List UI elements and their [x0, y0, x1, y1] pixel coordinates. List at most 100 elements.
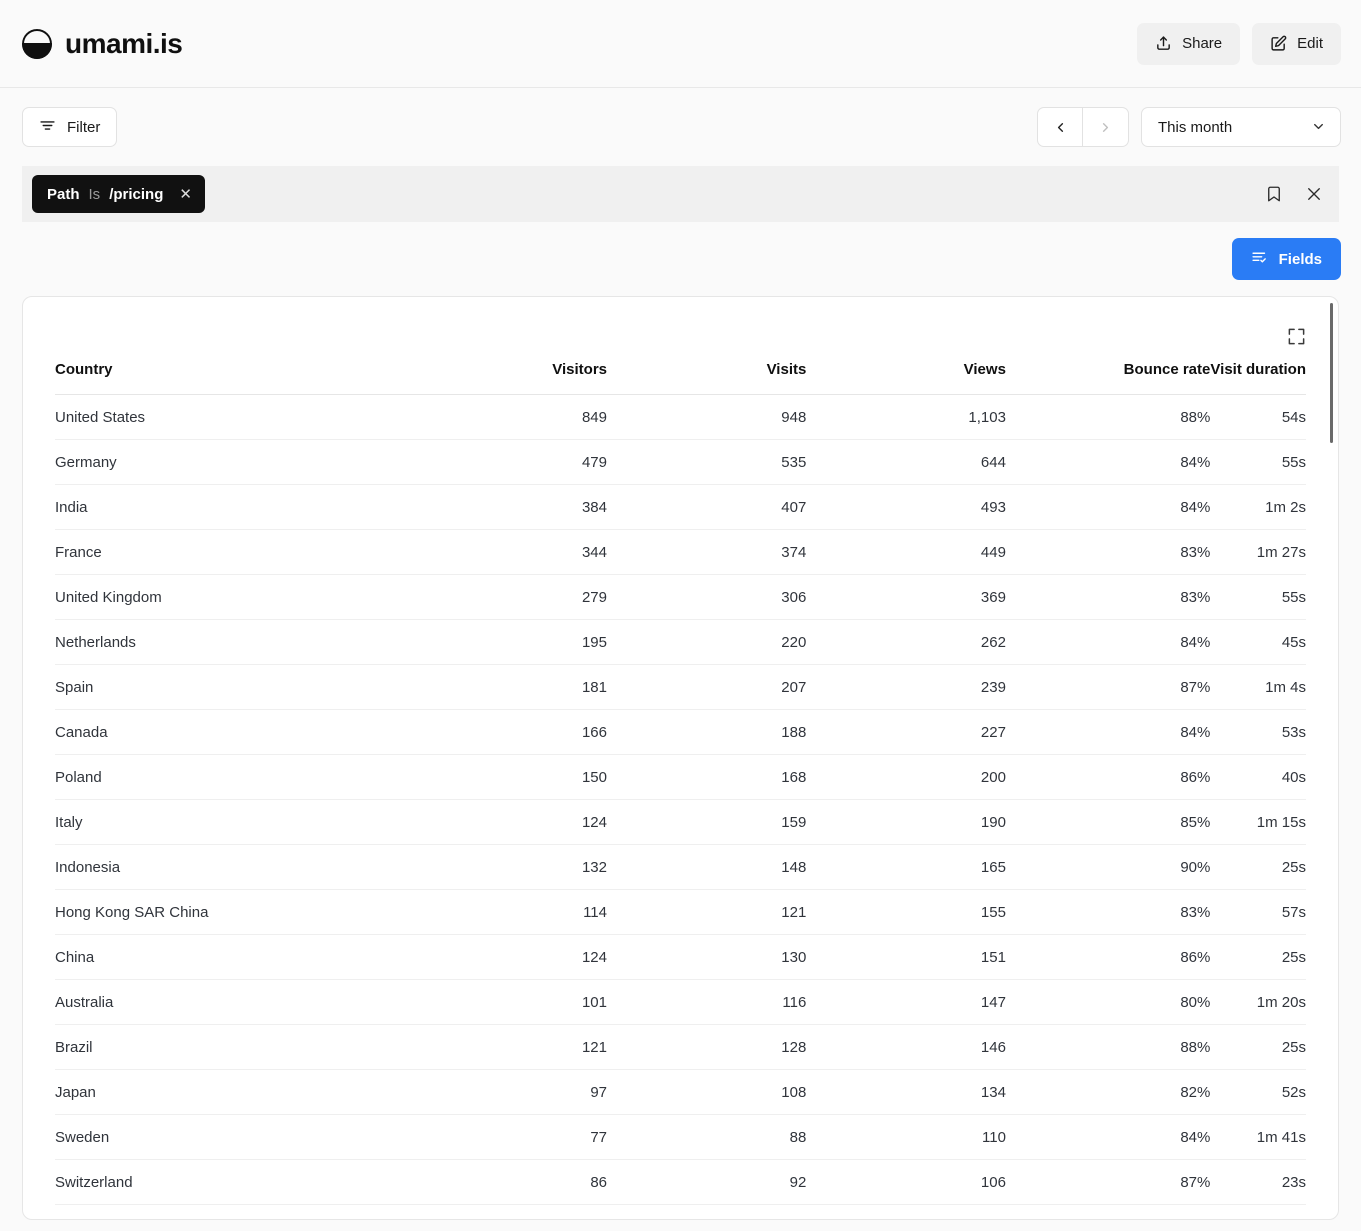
- column-header-visit-duration[interactable]: Visit duration: [1210, 361, 1306, 378]
- column-header-views[interactable]: Views: [963, 361, 1006, 378]
- table-row[interactable]: Australia 101 116 147 80% 1m 20s: [55, 979, 1306, 1025]
- toolbar: Filter This month: [0, 88, 1361, 166]
- table-cell-country: Australia: [55, 979, 407, 1025]
- table-cell-visit-duration: 55s: [1210, 439, 1306, 485]
- table-cell-visit-duration: 53s: [1210, 709, 1306, 755]
- table-cell-bounce-rate: 84%: [1005, 709, 1211, 755]
- table-cell-country: United States: [55, 394, 407, 440]
- table-cell-visitors: 344: [406, 529, 607, 575]
- table-cell-visits: 116: [607, 979, 807, 1025]
- table-cell-bounce-rate: 84%: [1005, 439, 1211, 485]
- table-cell-views: 155: [806, 889, 1006, 935]
- date-range-select[interactable]: This month: [1141, 107, 1341, 147]
- table-row[interactable]: Germany 479 535 644 84% 55s: [55, 439, 1306, 485]
- table-row[interactable]: Sweden 77 88 110 84% 1m 41s: [55, 1114, 1306, 1160]
- table-row[interactable]: Indonesia 132 148 165 90% 25s: [55, 844, 1306, 890]
- table-cell-visitors: 195: [406, 619, 607, 665]
- umami-circle-logo-icon: [22, 28, 52, 59]
- edit-button-label: Edit: [1297, 35, 1323, 52]
- bookmark-icon[interactable]: [1265, 185, 1283, 203]
- table-cell-visits: 148: [607, 844, 807, 890]
- table-row[interactable]: Spain 181 207 239 87% 1m 4s: [55, 664, 1306, 710]
- column-header-visits[interactable]: Visits: [766, 361, 807, 378]
- table-cell-views: 190: [806, 799, 1006, 845]
- table-cell-country: Singapore: [55, 1204, 407, 1219]
- prev-period-button[interactable]: [1037, 107, 1083, 147]
- table-cell-visitors: 849: [406, 394, 607, 440]
- close-filters-icon[interactable]: [1305, 185, 1323, 203]
- date-nav-group: [1037, 107, 1129, 147]
- table-cell-visits: 130: [607, 934, 807, 980]
- column-header-visitors[interactable]: Visitors: [552, 361, 607, 378]
- column-header-bounce-rate[interactable]: Bounce rate: [1123, 361, 1211, 378]
- pencil-square-icon: [1270, 35, 1287, 52]
- table-body: United States 849 948 1,103 88% 54s Germany 479…: [55, 394, 1306, 1219]
- table-cell-views: 239: [806, 664, 1006, 710]
- filter-chip[interactable]: Path Is /pricing ✕: [32, 175, 205, 213]
- share-button[interactable]: Share: [1137, 22, 1241, 65]
- brand: umami.is: [22, 28, 183, 60]
- filter-button[interactable]: Filter: [22, 107, 118, 147]
- column-header-country[interactable]: Country: [55, 361, 113, 378]
- table-cell-views: 200: [806, 754, 1006, 800]
- table-cell-visits: 85: [607, 1204, 807, 1219]
- table-scrollbar[interactable]: [1330, 303, 1333, 443]
- table-cell-visitors: 71: [406, 1204, 607, 1219]
- table-row[interactable]: Canada 166 188 227 84% 53s: [55, 709, 1306, 755]
- table-cell-country: Poland: [55, 754, 407, 800]
- table-row[interactable]: Singapore718510084%52s: [55, 1204, 1306, 1219]
- table-cell-visit-duration: 52s: [1210, 1204, 1306, 1219]
- table-cell-views: 146: [806, 1024, 1006, 1070]
- edit-button[interactable]: Edit: [1252, 22, 1341, 65]
- table-cell-bounce-rate: 88%: [1005, 394, 1211, 440]
- table-cell-visits: 374: [607, 529, 807, 575]
- table-cell-views: 449: [806, 529, 1006, 575]
- table-row[interactable]: China 124 130 151 86% 25s: [55, 934, 1306, 980]
- table-cell-visits: 948: [607, 394, 807, 440]
- table-cell-visit-duration: 45s: [1210, 619, 1306, 665]
- table-cell-views: 1,103: [806, 394, 1006, 440]
- table-row[interactable]: Italy 124 159 190 85% 1m 15s: [55, 799, 1306, 845]
- table-cell-bounce-rate: 87%: [1005, 664, 1211, 710]
- table-row[interactable]: France 344 374 449 83% 1m 27s: [55, 529, 1306, 575]
- table-cell-country: China: [55, 934, 407, 980]
- table-row[interactable]: Japan 97 108 134 82% 52s: [55, 1069, 1306, 1115]
- next-period-button[interactable]: [1083, 107, 1129, 147]
- table-cell-bounce-rate: 83%: [1005, 529, 1211, 575]
- table-cell-bounce-rate: 90%: [1005, 844, 1211, 890]
- table-cell-country: Spain: [55, 664, 407, 710]
- table-row[interactable]: Netherlands 195 220 262 84% 45s: [55, 619, 1306, 665]
- table-cell-visitors: 86: [406, 1159, 607, 1205]
- table-cell-visits: 128: [607, 1024, 807, 1070]
- table-row[interactable]: United Kingdom 279 306 369 83% 55s: [55, 574, 1306, 620]
- fullscreen-expand-icon[interactable]: [1287, 327, 1306, 346]
- table-cell-visit-duration: 55s: [1210, 574, 1306, 620]
- table-cell-country: United Kingdom: [55, 574, 407, 620]
- table-cell-bounce-rate: 83%: [1005, 574, 1211, 620]
- table-row[interactable]: India 384 407 493 84% 1m 2s: [55, 484, 1306, 530]
- table-row[interactable]: Brazil 121 128 146 88% 25s: [55, 1024, 1306, 1070]
- table-cell-visitors: 150: [406, 754, 607, 800]
- table-row[interactable]: United States 849 948 1,103 88% 54s: [55, 394, 1306, 440]
- filter-chip-remove-icon[interactable]: ✕: [179, 185, 192, 203]
- table-cell-bounce-rate: 86%: [1005, 754, 1211, 800]
- table-row[interactable]: Hong Kong SAR China 114 121 155 83% 57s: [55, 889, 1306, 935]
- table-cell-views: 165: [806, 844, 1006, 890]
- date-range-controls: This month: [1037, 107, 1341, 147]
- table-cell-bounce-rate: 86%: [1005, 934, 1211, 980]
- table-cell-visitors: 181: [406, 664, 607, 710]
- table-cell-visits: 92: [607, 1159, 807, 1205]
- table-cell-visit-duration: 1m 27s: [1210, 529, 1306, 575]
- chevron-down-icon: [1311, 119, 1326, 136]
- table-header: Country Visitors Visits Views Bounce rat…: [55, 361, 1306, 395]
- share-upload-icon: [1155, 35, 1172, 52]
- table-cell-visit-duration: 1m 41s: [1210, 1114, 1306, 1160]
- table-cell-bounce-rate: 88%: [1005, 1024, 1211, 1070]
- table-row[interactable]: Switzerland 86 92 106 87% 23s: [55, 1159, 1306, 1205]
- card-tools: [55, 297, 1306, 361]
- filter-bar-actions: [1265, 185, 1323, 203]
- table-cell-visitors: 384: [406, 484, 607, 530]
- table-row[interactable]: Poland 150 168 200 86% 40s: [55, 754, 1306, 800]
- fields-button[interactable]: Fields: [1231, 238, 1341, 280]
- table-cell-views: 493: [806, 484, 1006, 530]
